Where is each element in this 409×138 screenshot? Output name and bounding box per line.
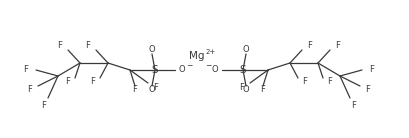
Text: Mg: Mg (189, 51, 205, 61)
Text: F: F (27, 84, 32, 94)
Text: O: O (149, 86, 155, 95)
Text: O: O (149, 46, 155, 55)
Text: F: F (85, 42, 90, 51)
Text: O: O (212, 66, 218, 75)
Text: F: F (308, 42, 312, 51)
Text: O: O (179, 66, 185, 75)
Text: 2+: 2+ (206, 49, 216, 55)
Text: F: F (24, 66, 29, 75)
Text: F: F (303, 78, 308, 87)
Text: −: − (205, 62, 211, 71)
Text: F: F (58, 42, 63, 51)
Text: S: S (240, 65, 246, 75)
Text: F: F (133, 86, 137, 95)
Text: F: F (65, 78, 70, 87)
Text: F: F (335, 42, 340, 51)
Text: F: F (366, 84, 371, 94)
Text: F: F (240, 83, 245, 91)
Text: O: O (243, 46, 249, 55)
Text: F: F (90, 78, 95, 87)
Text: F: F (352, 102, 356, 111)
Text: F: F (153, 83, 158, 91)
Text: O: O (243, 86, 249, 95)
Text: S: S (152, 65, 158, 75)
Text: F: F (42, 102, 47, 111)
Text: F: F (328, 78, 333, 87)
Text: F: F (261, 86, 265, 95)
Text: −: − (186, 62, 192, 71)
Text: F: F (370, 66, 374, 75)
